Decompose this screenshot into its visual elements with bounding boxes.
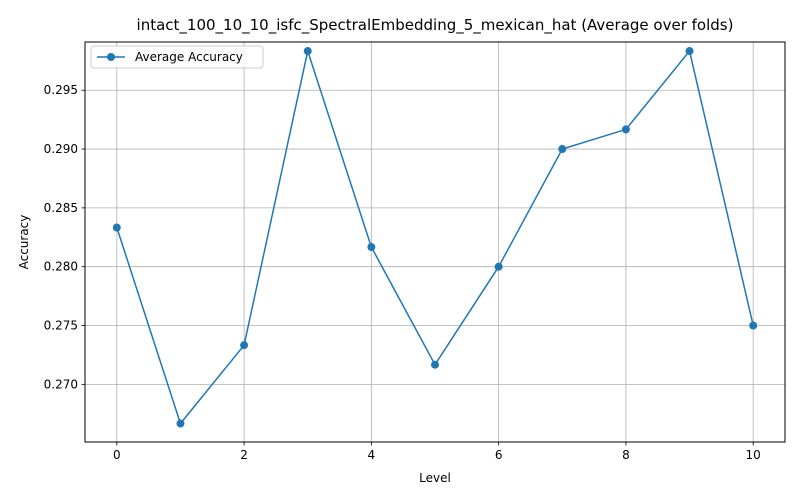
x-tick-label: 2 [240, 448, 248, 462]
x-tick-label: 4 [368, 448, 376, 462]
data-point [621, 125, 630, 134]
y-axis-label: Accuracy [17, 215, 31, 270]
y-tick-label: 0.280 [44, 260, 78, 274]
y-tick-label: 0.295 [44, 83, 78, 97]
x-axis-label: Level [419, 471, 451, 485]
chart-title: intact_100_10_10_isfc_SpectralEmbedding_… [137, 16, 734, 35]
x-tick-label: 10 [746, 448, 761, 462]
data-point [749, 321, 758, 330]
y-tick-label: 0.275 [44, 319, 78, 333]
legend-label: Average Accuracy [135, 50, 243, 64]
plot-frame [84, 41, 786, 443]
grid [85, 42, 785, 442]
data-point [431, 360, 439, 369]
data-point [240, 341, 249, 350]
x-tick-label: 0 [113, 448, 121, 462]
data-point [176, 419, 185, 428]
x-tick-label: 8 [622, 448, 630, 462]
data-point [112, 223, 121, 232]
y-tick-label: 0.285 [44, 201, 78, 215]
axis-ticks: 0 2 4 6 8 10 0.270 0.275 0.280 0.285 0.290 0.295 [44, 83, 761, 462]
legend-box [90, 45, 264, 69]
data-point [303, 47, 312, 56]
data-point [367, 243, 376, 252]
legend-marker-swatch [107, 53, 115, 61]
data-point [494, 262, 503, 271]
data-point [685, 47, 694, 56]
legend: Average Accuracy [90, 45, 264, 69]
y-tick-label: 0.270 [44, 377, 78, 391]
series-markers [112, 47, 758, 428]
data-point [558, 145, 567, 154]
x-tick-label: 6 [495, 448, 503, 462]
y-tick-label: 0.290 [44, 142, 78, 156]
